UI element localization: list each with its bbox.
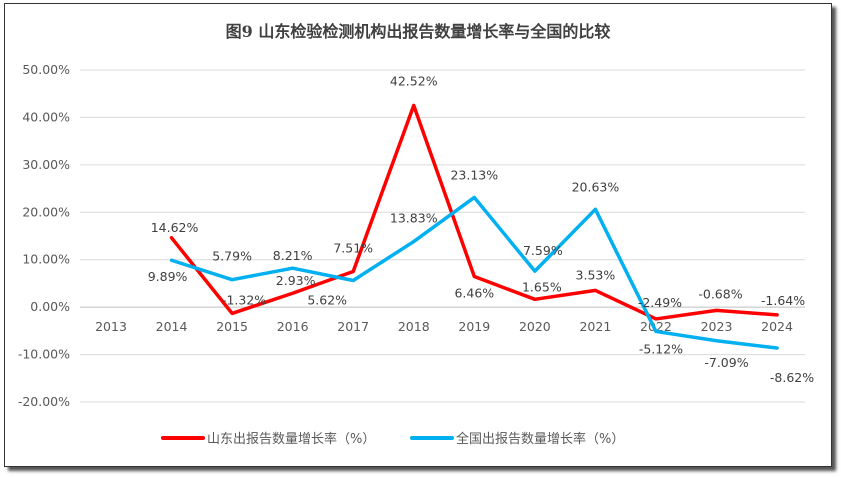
data-point [230,311,234,315]
data-label: -7.09% [704,355,748,370]
x-tick-label: 2023 [701,319,733,334]
data-label: 9.89% [148,269,188,284]
data-point [654,317,658,321]
data-point [533,297,537,301]
data-label: 42.52% [390,73,438,88]
legend-label-2: 全国出报告数量增长率（%） [456,431,624,447]
data-point [775,346,779,350]
data-label: 5.62% [307,292,347,307]
data-label: 6.46% [454,286,494,301]
x-tick-label: 2021 [579,319,611,334]
data-point [533,269,537,273]
data-label: -0.68% [698,286,742,301]
data-label: 7.59% [523,243,563,258]
data-point [775,313,779,317]
data-label: 23.13% [450,167,498,182]
x-tick-label: 2016 [277,319,309,334]
data-label: 7.51% [333,241,373,256]
y-tick-label: 0.00% [30,299,70,314]
y-tick-label: -20.00% [18,394,70,409]
data-point [593,288,597,292]
data-label: -8.62% [770,370,814,385]
data-point [472,275,476,279]
y-tick-label: -10.00% [18,347,70,362]
y-tick-label: 10.00% [22,252,70,267]
series-lines [169,103,779,350]
x-tick-label: 2019 [458,319,490,334]
chart-title: 图9 山东检验检测机构出报告数量增长率与全国的比较 [226,22,611,41]
data-label: 5.79% [212,249,252,264]
x-tick-label: 2018 [398,319,430,334]
data-label: 1.65% [522,279,562,294]
chart-frame [4,3,832,467]
data-label: 3.53% [576,267,616,282]
data-point [351,270,355,274]
x-tick-label: 2020 [519,319,551,334]
y-tick-label: 30.00% [22,157,70,172]
data-point [291,266,295,270]
data-point [170,258,174,262]
y-tick-label: 40.00% [22,109,70,124]
y-tick-label: 50.00% [22,62,70,77]
y-tick-label: 20.00% [22,204,70,219]
data-point [654,329,658,333]
x-tick-label: 2024 [761,319,793,334]
x-tick-label: 2015 [216,319,248,334]
legend: 山东出报告数量增长率（%） 全国出报告数量增长率（%） [161,431,624,447]
data-point [715,339,718,343]
data-label: 14.62% [151,220,199,235]
x-tick-label: 2013 [95,319,127,334]
data-point [472,195,476,199]
grid: 50.00% 40.00% 30.00% 20.00% 10.00% 0.00% -10.0… [18,62,805,409]
legend-label-1: 山东出报告数量增长率（%） [207,431,375,447]
x-tick-label: 2014 [156,319,188,334]
data-point [412,240,416,244]
data-label: -1.64% [761,293,805,308]
data-labels: 14.62% -1.32% 2.93% 7.51% 42.52% 6.46% 1.65% 3.… [148,73,815,385]
x-tick-label: 2017 [337,319,369,334]
data-point [291,291,295,295]
data-label: -2.49% [638,295,682,310]
data-point [593,207,597,211]
data-label: -1.32% [222,292,266,307]
data-label: 13.83% [390,211,438,226]
data-point [715,308,718,312]
x-tick-label: 2022 [640,319,672,334]
data-point [351,278,355,282]
data-point [170,236,174,240]
data-point [412,103,416,107]
data-label: 8.21% [273,248,313,263]
data-label: -5.12% [639,341,683,356]
data-label: 2.93% [276,273,316,288]
data-point [230,278,234,282]
data-label: 20.63% [572,179,620,194]
